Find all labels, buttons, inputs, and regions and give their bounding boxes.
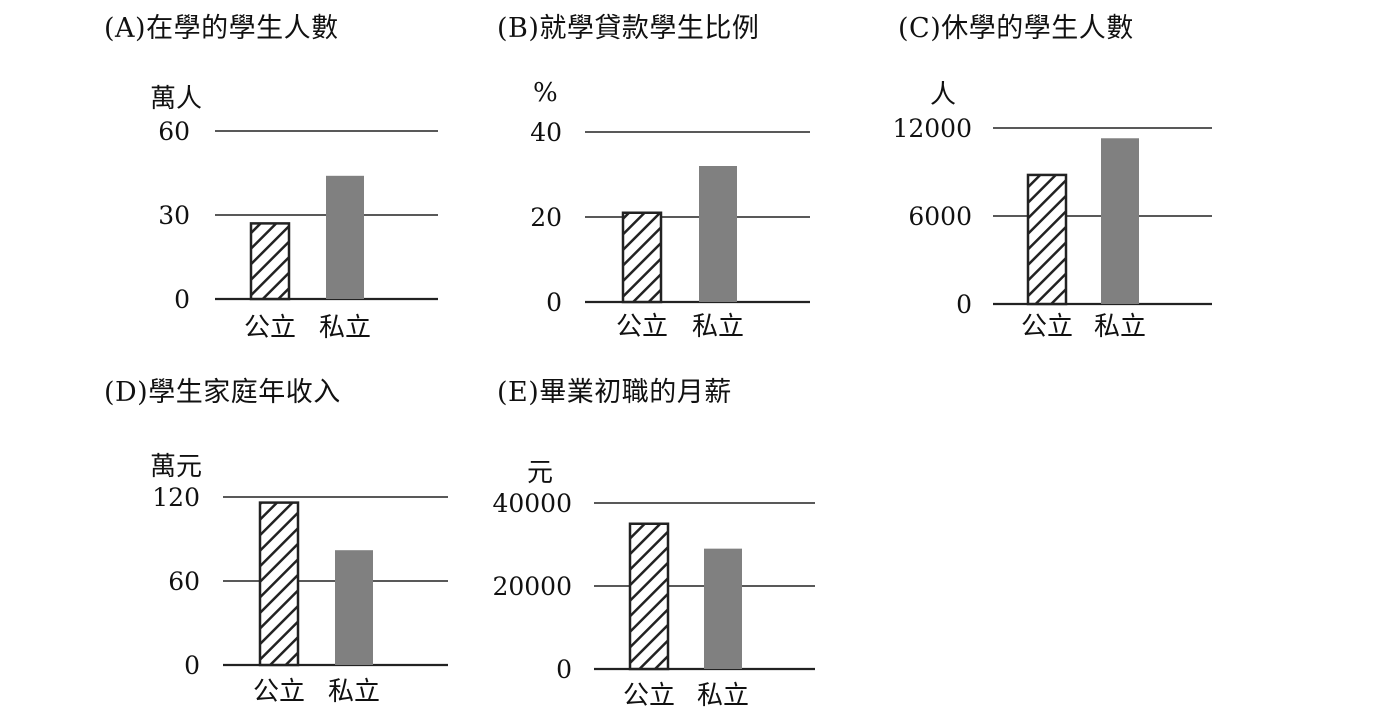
y-unit-label-d: 萬元 — [150, 452, 203, 482]
y-tick-label-b: 40 — [530, 118, 562, 147]
y-unit-label-e: 元 — [527, 458, 554, 488]
y-tick-label-a: 30 — [158, 201, 190, 230]
y-tick-label-c: 6000 — [908, 202, 972, 231]
category-label-e: 私立 — [697, 681, 749, 709]
y-tick-label-e: 40000 — [492, 489, 572, 518]
chart-panel-c: (C)休學的學生人數 人 12000 6000 0 公立 私立 — [0, 0, 1260, 350]
chart-title-e: (E)畢業初職的月薪 — [497, 377, 732, 408]
chart-panel-b: (B)就學貸款學生比例 % 40 20 0 公立 私立 — [0, 0, 860, 350]
y-tick-label-d: 60 — [168, 567, 200, 596]
bar-public-c — [1026, 173, 1068, 306]
chart-panel-d: (D)學生家庭年收入 萬元 120 60 0 公立 私立 — [0, 0, 470, 709]
y-tick-label-a: 0 — [174, 285, 190, 314]
y-tick-label-e: 0 — [556, 655, 572, 684]
y-unit-label-a: 萬人 — [150, 84, 203, 114]
bar-private-a — [326, 175, 364, 299]
y-tick-label-a: 60 — [158, 117, 190, 146]
y-tick-label-d: 120 — [152, 483, 200, 512]
bar-private-d — [335, 550, 373, 665]
category-label-e: 公立 — [623, 681, 675, 709]
bar-chart-e: 40000 20000 0 公立 私立 — [492, 489, 815, 709]
y-tick-label-c: 12000 — [892, 114, 972, 143]
bar-chart-a: 60 30 0 公立 私立 — [158, 117, 438, 343]
category-label-d: 公立 — [253, 677, 305, 707]
bar-private-e — [704, 548, 742, 669]
category-label-c: 公立 — [1021, 312, 1073, 342]
category-label-b: 私立 — [692, 312, 744, 342]
y-tick-label-d: 0 — [184, 651, 200, 680]
chart-title-c: (C)休學的學生人數 — [898, 13, 1134, 44]
category-label-b: 公立 — [616, 312, 668, 342]
chart-title-b: (B)就學貸款學生比例 — [497, 13, 760, 44]
bar-chart-b: 40 20 0 公立 私立 — [530, 118, 810, 342]
y-tick-label-b: 20 — [530, 203, 562, 232]
category-label-a: 私立 — [319, 313, 371, 343]
bar-private-c — [1101, 138, 1139, 304]
chart-panel-a: (A)在學的學生人數 萬人 60 30 0 公立 私立 — [0, 0, 460, 350]
bar-public-a — [249, 222, 291, 301]
bar-public-b — [621, 211, 663, 304]
y-tick-label-b: 0 — [546, 288, 562, 317]
y-unit-label-b: % — [533, 78, 558, 108]
chart-panel-e: (E)畢業初職的月薪 元 40000 20000 0 公立 私立 — [492, 377, 815, 709]
bar-chart-c: 12000 6000 0 公立 私立 — [892, 114, 1212, 342]
bar-public-d — [258, 501, 300, 667]
bar-private-b — [699, 166, 737, 302]
category-label-d: 私立 — [328, 677, 380, 707]
bar-chart-d: 120 60 0 公立 私立 — [152, 483, 448, 707]
category-label-a: 公立 — [244, 313, 296, 343]
bar-public-e — [628, 522, 670, 671]
chart-title-d: (D)學生家庭年收入 — [104, 377, 341, 408]
y-unit-label-c: 人 — [930, 80, 957, 110]
y-tick-label-e: 20000 — [492, 572, 572, 601]
category-label-c: 私立 — [1094, 312, 1146, 342]
y-tick-label-c: 0 — [956, 290, 972, 319]
chart-title-a: (A)在學的學生人數 — [104, 13, 339, 44]
